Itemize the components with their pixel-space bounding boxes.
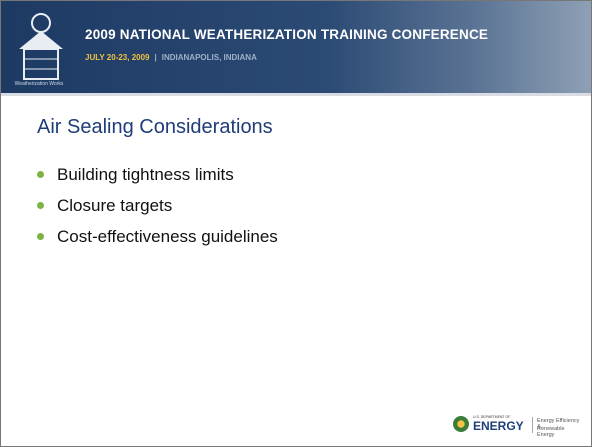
divider [532,417,533,433]
bullet-dot [37,171,44,178]
location: INDIANAPOLIS, INDIANA [162,53,257,62]
logo-text: Weatherization Works [7,81,71,87]
bullet-item: Building tightness limits [37,159,278,190]
seal [453,416,469,432]
office-line: Renewable Energy [537,426,583,438]
bullet-text: Closure targets [57,196,172,215]
slide: Weatherization Works 2009 NATIONAL WEATH… [0,0,592,447]
bullet-text: Building tightness limits [57,165,234,184]
date: JULY 20-23, 2009 [85,53,150,62]
separator: | [155,53,157,62]
bullet-item: Closure targets [37,190,278,221]
slide-title: Air Sealing Considerations [37,116,273,139]
doe-logo: U.S. DEPARTMENT OF ENERGY Energy Efficie… [453,415,583,435]
agency: ENERGY [473,419,524,433]
bullet-item: Cost-effectiveness guidelines [37,221,278,252]
page-body: Weatherization Works 2009 NATIONAL WEATH… [0,0,592,447]
header: Weatherization Works 2009 NATIONAL WEATH… [1,1,591,96]
conference-subtitle: JULY 20-23, 2009 | INDIANAPOLIS, INDIANA [85,53,257,62]
bullet-dot [37,233,44,240]
bullet-dot [37,202,44,209]
bullet-list: Building tightness limits Closure targets… [37,159,278,252]
bullet-text: Cost-effectiveness guidelines [57,227,278,246]
conference-title: 2009 NATIONAL WEATHERIZATION TRAINING CO… [85,27,488,42]
logo [13,9,69,87]
